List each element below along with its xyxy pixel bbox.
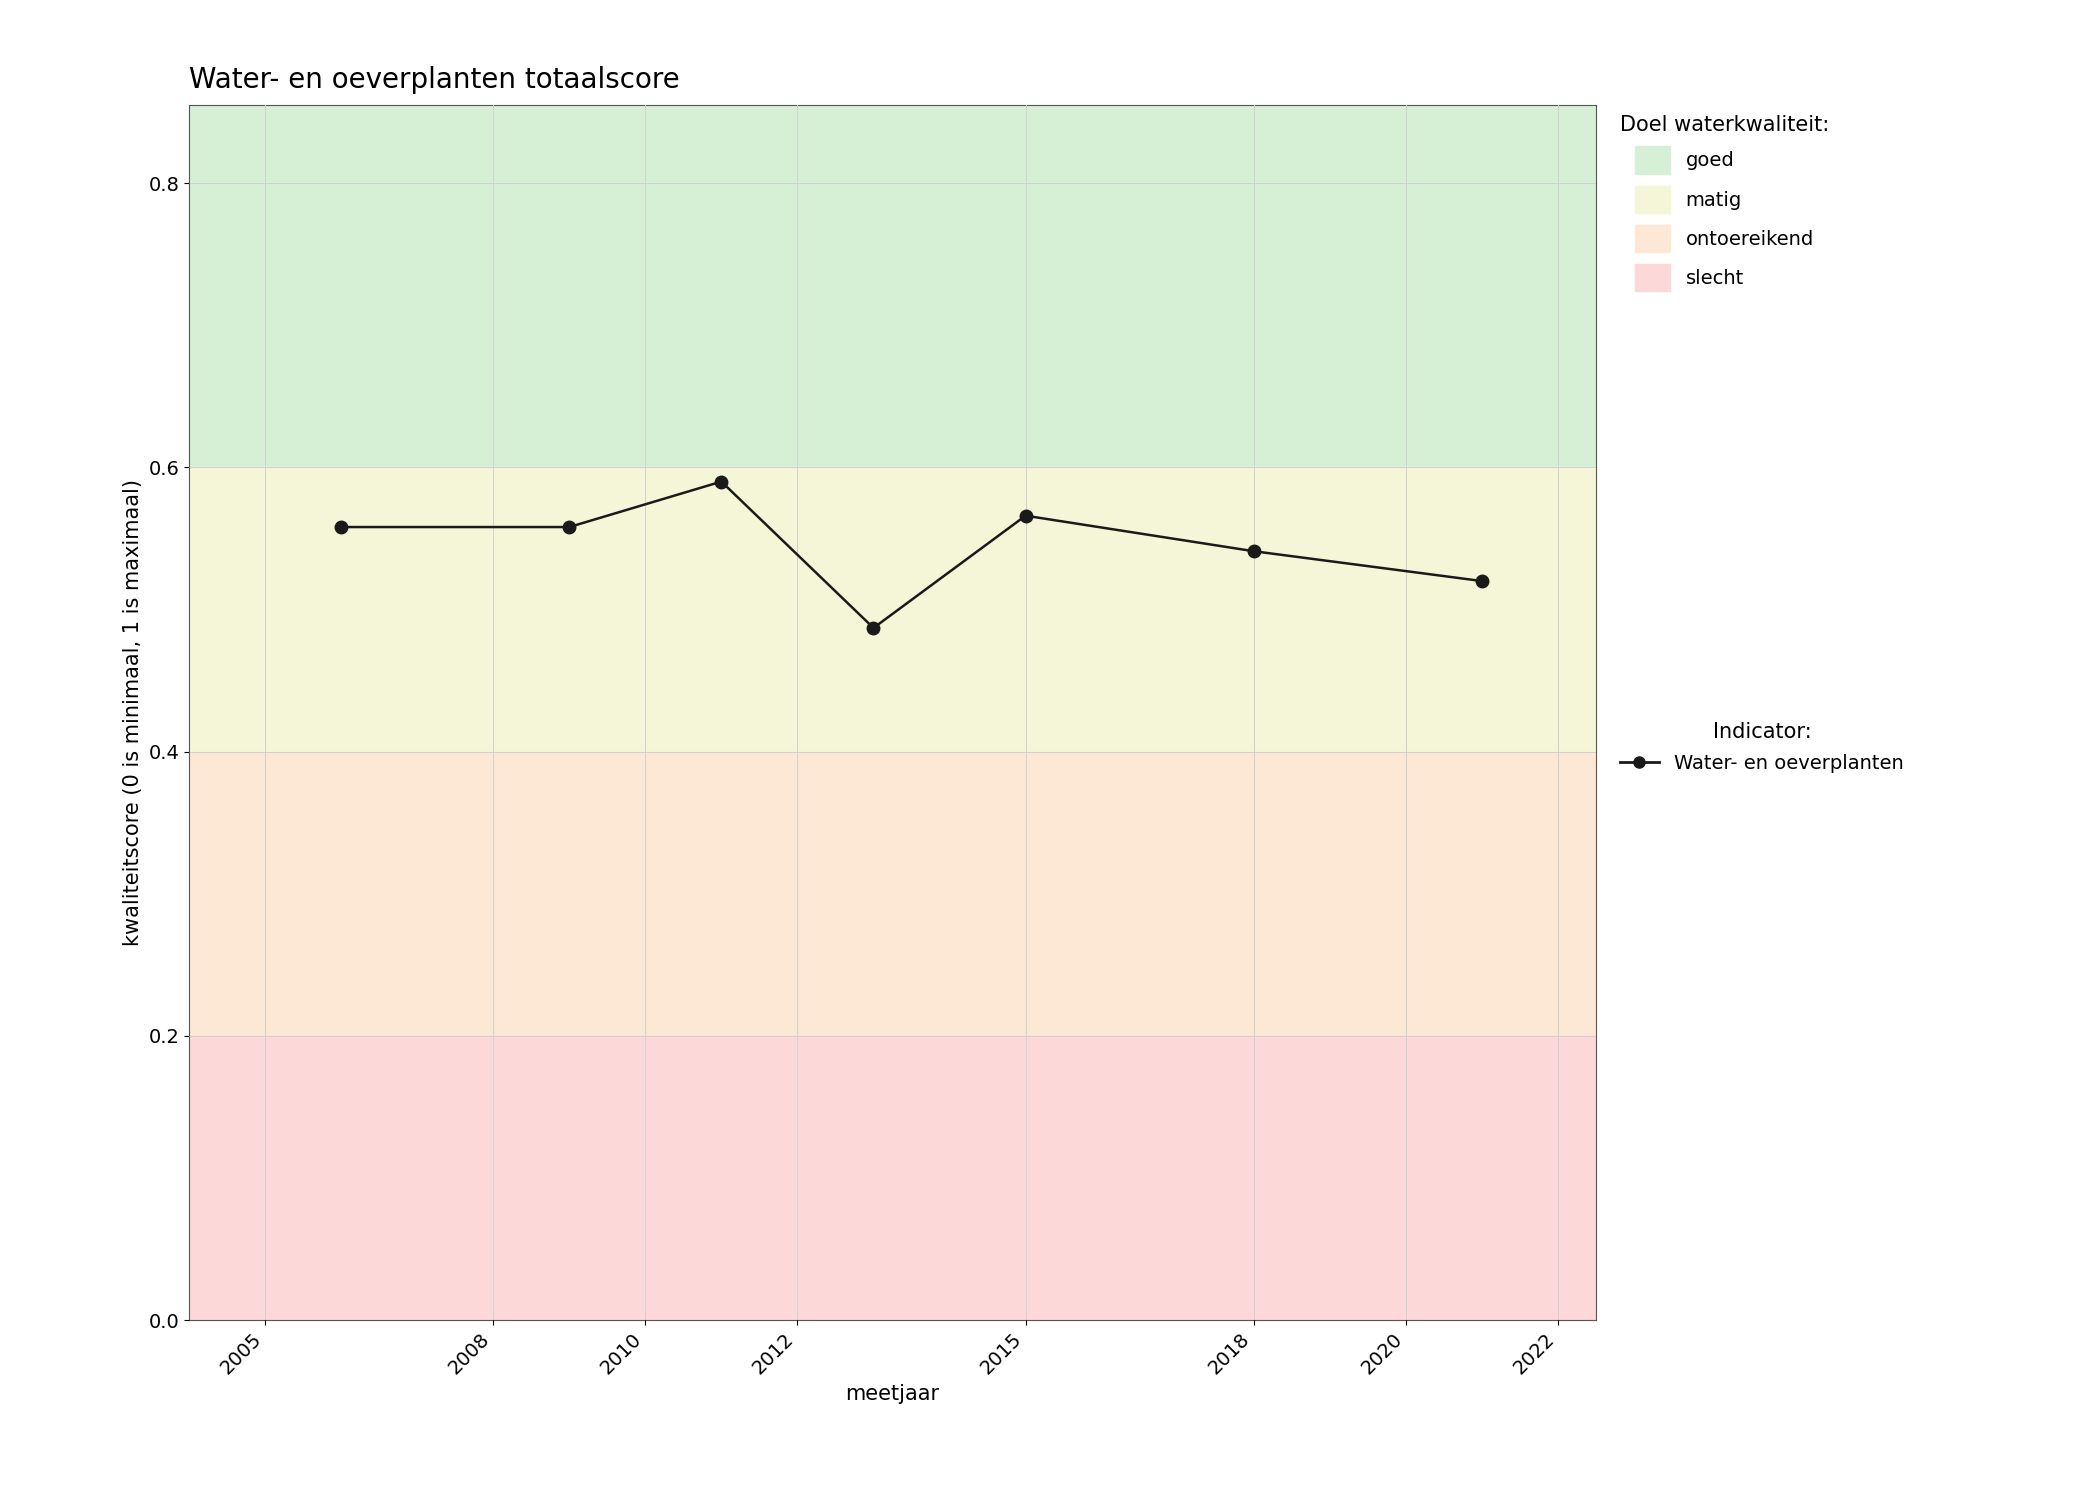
Y-axis label: kwaliteitscore (0 is minimaal, 1 is maximaal): kwaliteitscore (0 is minimaal, 1 is maxi… bbox=[122, 478, 143, 946]
Bar bbox=[189, 1036, 1596, 1320]
Text: Water- en oeverplanten totaalscore: Water- en oeverplanten totaalscore bbox=[189, 66, 680, 94]
Legend: Water- en oeverplanten: Water- en oeverplanten bbox=[1619, 722, 1905, 772]
Bar bbox=[189, 105, 1596, 468]
Bar bbox=[189, 752, 1596, 1036]
X-axis label: meetjaar: meetjaar bbox=[846, 1383, 939, 1404]
Bar bbox=[189, 468, 1596, 752]
